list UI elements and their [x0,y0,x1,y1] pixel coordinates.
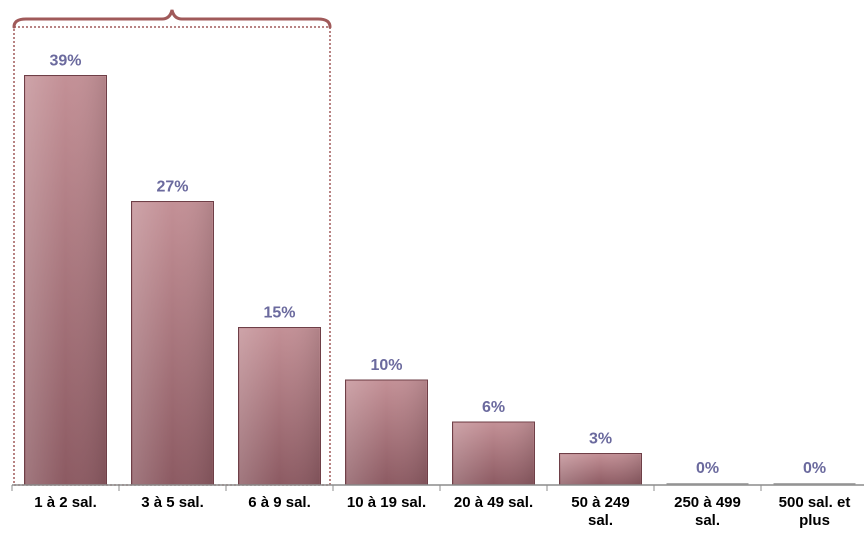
category-label-4: 20 à 49 sal. [454,494,533,511]
value-label-6: 0% [696,460,719,477]
category-label-0: 1 à 2 sal. [34,494,97,511]
category-label-7-line2: plus [799,512,830,529]
category-label-6: 250 à 499 [674,494,741,511]
category-label-7: 500 sal. et [779,494,851,511]
category-label-3: 10 à 19 sal. [347,494,426,511]
value-label-3: 10% [370,357,402,374]
category-label-5-line2: sal. [588,512,613,529]
bar-6 [666,483,749,485]
bar-shine-4 [453,423,534,484]
category-label-6-line2: sal. [695,512,720,529]
category-label-5: 50 à 249 [571,494,629,511]
category-label-2: 6 à 9 sal. [248,494,311,511]
value-label-0: 39% [49,53,81,70]
bar-shine-0 [25,76,106,484]
value-label-7: 0% [803,460,826,477]
bar-shine-2 [239,328,320,484]
group-brace [12,9,332,29]
bar-shine-1 [132,202,213,484]
value-label-4: 6% [482,399,505,416]
bar-7 [773,483,856,485]
value-label-2: 15% [263,305,295,322]
bar-shine-3 [346,381,427,484]
value-label-1: 27% [156,179,188,196]
bar-shine-5 [560,454,641,484]
category-label-1: 3 à 5 sal. [141,494,204,511]
value-label-5: 3% [589,431,612,448]
